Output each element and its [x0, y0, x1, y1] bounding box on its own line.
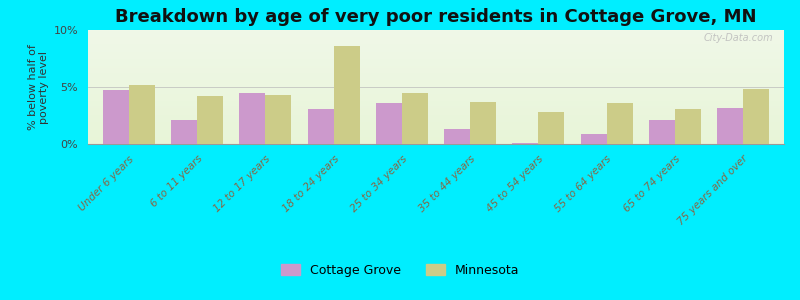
Bar: [334, 46, 359, 144]
Bar: [743, 89, 769, 144]
Bar: [103, 90, 129, 144]
Bar: [197, 96, 223, 144]
Bar: [171, 120, 197, 144]
Y-axis label: % below half of
poverty level: % below half of poverty level: [28, 44, 50, 130]
Bar: [538, 112, 564, 144]
Title: Breakdown by age of very poor residents in Cottage Grove, MN: Breakdown by age of very poor residents …: [115, 8, 757, 26]
Bar: [581, 134, 606, 144]
Bar: [129, 85, 155, 144]
Bar: [675, 109, 701, 144]
Bar: [308, 109, 334, 144]
Bar: [717, 107, 743, 144]
Bar: [239, 93, 266, 144]
Legend: Cottage Grove, Minnesota: Cottage Grove, Minnesota: [276, 259, 524, 282]
Bar: [266, 95, 291, 144]
Bar: [470, 102, 496, 144]
Bar: [649, 120, 675, 144]
Text: City-Data.com: City-Data.com: [704, 33, 774, 43]
Bar: [513, 143, 538, 144]
Bar: [444, 129, 470, 144]
Bar: [402, 93, 428, 144]
Bar: [376, 103, 402, 144]
Bar: [606, 103, 633, 144]
